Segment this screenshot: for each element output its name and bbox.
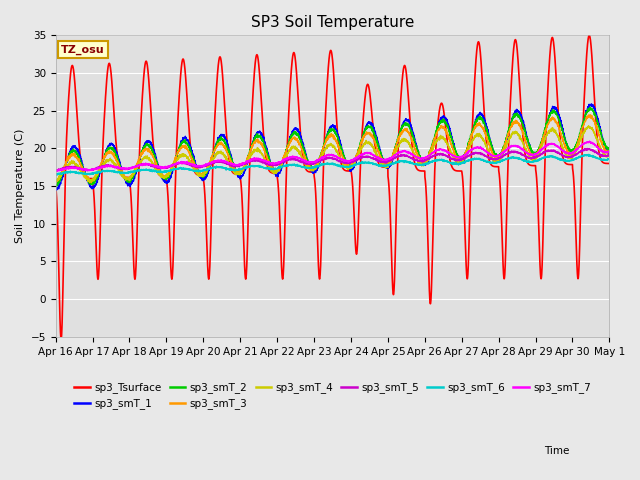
sp3_smT_3: [605, 149, 613, 155]
sp3_Tsurface: [586, 33, 593, 38]
sp3_smT_5: [52, 168, 60, 174]
sp3_smT_7: [553, 143, 561, 148]
sp3_smT_4: [585, 123, 593, 129]
sp3_smT_7: [52, 168, 60, 174]
Line: sp3_smT_7: sp3_smT_7: [56, 141, 609, 171]
sp3_Tsurface: [57, 336, 65, 342]
sp3_smT_5: [396, 153, 404, 158]
sp3_smT_2: [52, 184, 60, 190]
sp3_smT_1: [52, 186, 60, 192]
sp3_smT_4: [605, 152, 613, 157]
sp3_smT_1: [171, 162, 179, 168]
sp3_smT_4: [387, 160, 394, 166]
sp3_smT_3: [171, 158, 179, 164]
sp3_smT_3: [605, 149, 613, 155]
sp3_smT_1: [588, 101, 595, 107]
sp3_Tsurface: [171, 214, 179, 219]
sp3_Tsurface: [605, 161, 613, 167]
sp3_smT_3: [396, 131, 404, 136]
sp3_smT_7: [396, 149, 404, 155]
sp3_Tsurface: [207, 246, 214, 252]
sp3_smT_2: [553, 112, 561, 118]
sp3_smT_2: [171, 158, 179, 164]
sp3_smT_5: [207, 160, 214, 166]
sp3_smT_3: [387, 157, 394, 163]
sp3_smT_2: [605, 145, 613, 151]
Y-axis label: Soil Temperature (C): Soil Temperature (C): [15, 129, 25, 243]
Text: Time: Time: [544, 445, 570, 456]
sp3_smT_6: [605, 156, 613, 162]
sp3_smT_6: [585, 152, 593, 157]
sp3_smT_4: [207, 163, 214, 169]
sp3_smT_6: [207, 166, 214, 171]
sp3_smT_5: [605, 153, 613, 158]
sp3_Tsurface: [396, 104, 404, 109]
sp3_smT_7: [605, 149, 613, 155]
sp3_smT_2: [586, 104, 594, 110]
sp3_smT_5: [605, 152, 613, 158]
sp3_smT_5: [171, 162, 179, 168]
sp3_smT_4: [396, 140, 404, 145]
sp3_smT_1: [387, 163, 394, 168]
sp3_smT_2: [605, 146, 613, 152]
Line: sp3_smT_4: sp3_smT_4: [56, 126, 609, 183]
sp3_smT_4: [553, 131, 561, 137]
sp3_smT_6: [387, 161, 394, 167]
sp3_smT_1: [52, 188, 60, 193]
sp3_smT_2: [52, 183, 60, 189]
Text: TZ_osu: TZ_osu: [61, 44, 105, 55]
sp3_smT_1: [605, 148, 613, 154]
sp3_smT_7: [605, 149, 613, 155]
sp3_smT_3: [553, 120, 561, 125]
sp3_smT_5: [584, 145, 591, 151]
sp3_smT_6: [171, 167, 179, 172]
sp3_smT_3: [88, 180, 95, 186]
sp3_Tsurface: [387, 221, 394, 227]
sp3_smT_6: [553, 155, 561, 161]
sp3_smT_3: [52, 179, 60, 185]
Line: sp3_smT_2: sp3_smT_2: [56, 107, 609, 187]
sp3_smT_2: [396, 129, 404, 135]
sp3_smT_3: [207, 158, 214, 164]
sp3_smT_4: [605, 152, 613, 157]
sp3_smT_7: [170, 161, 178, 167]
sp3_smT_4: [52, 180, 60, 186]
Line: sp3_Tsurface: sp3_Tsurface: [56, 36, 609, 339]
sp3_smT_7: [387, 156, 394, 161]
sp3_smT_2: [387, 158, 394, 164]
sp3_smT_1: [553, 107, 561, 112]
Line: sp3_smT_6: sp3_smT_6: [56, 155, 609, 175]
sp3_smT_6: [605, 156, 613, 162]
Line: sp3_smT_1: sp3_smT_1: [56, 104, 609, 191]
Line: sp3_smT_3: sp3_smT_3: [56, 115, 609, 183]
sp3_smT_3: [586, 112, 594, 118]
sp3_Tsurface: [553, 88, 561, 94]
sp3_Tsurface: [605, 161, 613, 167]
sp3_smT_6: [396, 158, 404, 164]
sp3_smT_6: [53, 172, 61, 178]
sp3_smT_2: [207, 159, 214, 165]
sp3_smT_5: [52, 168, 60, 174]
sp3_Tsurface: [52, 183, 60, 189]
sp3_smT_4: [170, 161, 178, 167]
sp3_smT_7: [207, 161, 214, 167]
Title: SP3 Soil Temperature: SP3 Soil Temperature: [251, 15, 414, 30]
sp3_smT_6: [52, 172, 60, 178]
sp3_smT_1: [605, 149, 613, 155]
sp3_smT_1: [396, 130, 404, 136]
sp3_smT_5: [387, 157, 394, 163]
sp3_smT_1: [207, 162, 214, 168]
sp3_smT_7: [586, 138, 593, 144]
Line: sp3_smT_5: sp3_smT_5: [56, 148, 609, 171]
sp3_smT_5: [553, 150, 561, 156]
Legend: sp3_Tsurface, sp3_smT_1, sp3_smT_2, sp3_smT_3, sp3_smT_4, sp3_smT_5, sp3_smT_6, : sp3_Tsurface, sp3_smT_1, sp3_smT_2, sp3_…: [70, 378, 595, 414]
